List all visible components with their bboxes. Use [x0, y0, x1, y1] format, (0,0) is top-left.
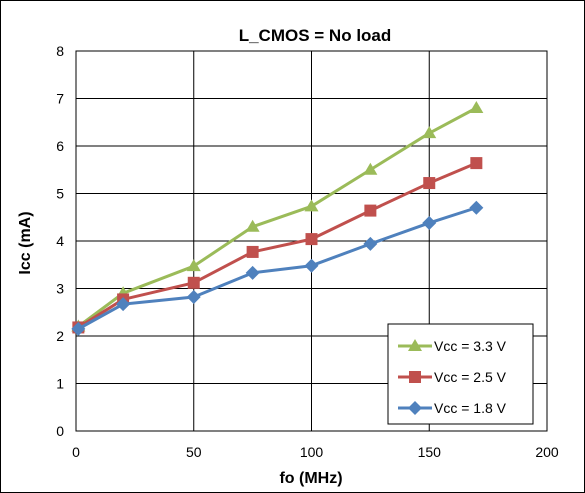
- data-point: [245, 219, 260, 232]
- legend-entry: Vcc = 1.8 V: [398, 400, 507, 416]
- x-tick-label: 100: [300, 444, 324, 460]
- data-point: [305, 233, 318, 246]
- series-line: [77, 161, 477, 329]
- y-tick-label: 7: [56, 91, 64, 107]
- data-point: [363, 236, 378, 251]
- y-tick-label: 4: [56, 233, 64, 249]
- legend-entry: Vcc = 2.5 V: [398, 369, 507, 385]
- data-point: [246, 245, 259, 258]
- data-point: [364, 204, 377, 217]
- data-series: [71, 101, 484, 336]
- data-point: [469, 101, 484, 113]
- chart-title: L_CMOS = No load: [239, 26, 392, 45]
- data-point: [423, 177, 436, 190]
- data-point: [304, 258, 319, 273]
- data-point: [186, 259, 201, 272]
- data-point: [71, 321, 86, 336]
- data-point: [469, 200, 484, 215]
- data-point: [116, 297, 131, 312]
- legend-marker: [408, 339, 422, 351]
- legend-label: Vcc = 1.8 V: [434, 400, 507, 416]
- y-tick-label: 0: [56, 423, 64, 439]
- data-point: [470, 157, 483, 170]
- y-tick-label: 5: [56, 186, 64, 202]
- x-tick-label: 0: [72, 444, 80, 460]
- y-tick-label: 8: [56, 43, 64, 59]
- data-point: [245, 265, 260, 280]
- x-tick-label: 200: [535, 444, 559, 460]
- x-tick-label: 50: [186, 444, 202, 460]
- x-axis-label: fo (MHz): [279, 470, 342, 487]
- plot-area-border: [75, 50, 548, 432]
- y-tick-label: 6: [56, 138, 64, 154]
- data-point: [422, 126, 437, 139]
- y-tick-label: 1: [56, 376, 64, 392]
- y-tick-label: 2: [56, 328, 64, 344]
- data-point: [422, 215, 437, 230]
- tick-labels: 0 1 2 3 4 5 6 7 8 0 50 100 150 200: [56, 43, 559, 460]
- data-point: [186, 290, 201, 305]
- legend-marker: [409, 371, 421, 383]
- legend: Vcc = 3.3 V Vcc = 2.5 V Vcc = 1.8 V: [387, 323, 534, 425]
- series-1: [72, 157, 483, 334]
- x-tick-label: 150: [418, 444, 442, 460]
- legend-label: Vcc = 3.3 V: [434, 338, 507, 354]
- data-point: [304, 199, 319, 212]
- legend-marker: [408, 401, 422, 415]
- series-2: [71, 200, 484, 336]
- legend-label: Vcc = 2.5 V: [434, 369, 507, 385]
- legend-entry: Vcc = 3.3 V: [398, 338, 507, 354]
- data-point: [363, 162, 378, 175]
- series-0: [71, 101, 484, 332]
- data-point: [187, 276, 200, 289]
- series-line: [77, 106, 478, 328]
- series-line: [77, 206, 477, 331]
- y-axis-label: Icc (mA): [17, 211, 34, 274]
- y-tick-label: 3: [56, 281, 64, 297]
